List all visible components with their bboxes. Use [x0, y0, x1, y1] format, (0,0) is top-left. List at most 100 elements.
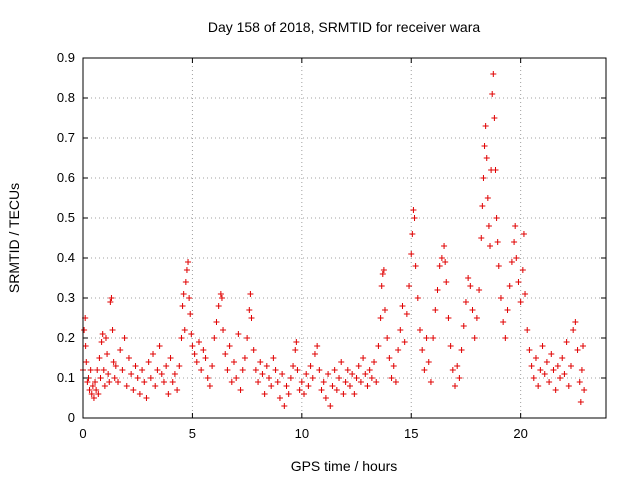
data-point-marker — [349, 371, 356, 377]
data-point-marker — [202, 355, 209, 361]
x-tick-label: 15 — [404, 426, 418, 441]
data-point-marker — [121, 335, 128, 341]
data-point-marker — [272, 367, 279, 373]
data-point-marker — [489, 91, 496, 97]
data-point-marker — [193, 359, 200, 365]
data-point-marker — [181, 327, 188, 333]
data-point-marker — [563, 339, 570, 345]
data-point-marker — [353, 375, 360, 381]
axes: 0 0.1 0.2 0.3 0.4 0.5 0.6 0.7 0.8 0.9 0 5 10 15 20 — [57, 50, 606, 441]
x-tick-label: 20 — [513, 426, 527, 441]
data-point-marker — [483, 155, 490, 161]
data-point-marker — [99, 331, 106, 337]
data-point-marker — [94, 367, 101, 373]
data-point-marker — [411, 215, 418, 221]
data-point-marker — [136, 391, 143, 397]
data-point-marker — [239, 367, 246, 373]
data-point-marker — [340, 391, 347, 397]
data-point-marker — [421, 367, 428, 373]
data-point-marker — [546, 379, 553, 385]
data-point-marker — [532, 355, 539, 361]
x-axis-title: GPS time / hours — [291, 458, 398, 474]
data-point-marker — [397, 327, 404, 333]
data-point-marker — [141, 379, 148, 385]
data-point-marker — [290, 363, 297, 369]
data-point-marker — [511, 239, 518, 245]
data-point-marker — [111, 375, 118, 381]
data-point-marker — [189, 343, 196, 349]
data-point-marker — [570, 327, 577, 333]
data-point-marker — [508, 259, 515, 265]
data-point-marker — [301, 391, 308, 397]
data-point-marker — [449, 367, 456, 373]
data-point-marker — [316, 367, 323, 373]
data-point-marker — [106, 379, 113, 385]
data-point-marker — [160, 379, 167, 385]
data-point-marker — [526, 347, 533, 353]
data-point-marker — [467, 283, 474, 289]
data-point-marker — [443, 279, 450, 285]
data-point-marker — [187, 311, 194, 317]
data-point-marker — [139, 367, 146, 373]
data-point-marker — [209, 363, 216, 369]
data-point-marker — [327, 403, 334, 409]
y-tick-label: 0.1 — [57, 370, 75, 385]
data-point-marker — [473, 315, 480, 321]
data-point-marker — [233, 375, 240, 381]
data-point-marker — [250, 347, 257, 353]
data-point-marker — [88, 391, 95, 397]
data-point-marker — [235, 331, 242, 337]
data-point-marker — [539, 343, 546, 349]
data-point-marker — [524, 327, 531, 333]
data-point-marker — [342, 379, 349, 385]
data-point-marker — [150, 351, 157, 357]
data-point-marker — [409, 231, 416, 237]
data-point-marker — [244, 335, 251, 341]
data-point-marker — [107, 299, 114, 305]
data-point-marker — [252, 367, 259, 373]
data-point-marker — [565, 383, 572, 389]
data-point-marker — [247, 291, 254, 297]
data-point-marker — [528, 363, 535, 369]
data-point-marker — [200, 347, 207, 353]
data-point-marker — [460, 323, 467, 329]
data-point-marker — [132, 363, 139, 369]
data-point-marker — [517, 299, 524, 305]
data-point-marker — [266, 375, 273, 381]
data-point-marker — [270, 355, 277, 361]
data-point-marker — [183, 267, 190, 273]
data-point-marker — [115, 379, 122, 385]
data-point-marker — [167, 355, 174, 361]
data-point-marker — [83, 359, 90, 365]
data-point-marker — [101, 383, 108, 389]
data-point-marker — [259, 371, 266, 377]
data-point-marker — [386, 355, 393, 361]
data-point-marker — [487, 243, 494, 249]
chart-title: Day 158 of 2018, SRMTID for receiver war… — [208, 19, 481, 35]
data-point-marker — [373, 379, 380, 385]
data-point-marker — [561, 371, 568, 377]
data-point-marker — [436, 263, 443, 269]
data-point-marker — [281, 403, 288, 409]
data-point-marker — [112, 363, 119, 369]
data-point-marker — [237, 387, 244, 393]
data-point-marker — [163, 363, 170, 369]
data-point-marker — [322, 395, 329, 401]
data-point-marker — [506, 283, 513, 289]
data-point-marker — [572, 319, 579, 325]
data-point-marker — [104, 351, 111, 357]
data-point-marker — [331, 367, 338, 373]
data-point-marker — [427, 379, 434, 385]
y-tick-label: 0 — [68, 410, 75, 425]
data-point-marker — [298, 379, 305, 385]
x-tick-label: 0 — [79, 426, 86, 441]
y-tick-label: 0.2 — [57, 330, 75, 345]
data-point-marker — [381, 307, 388, 313]
data-point-marker — [89, 383, 96, 389]
data-point-marker — [408, 251, 415, 257]
data-point-marker — [215, 303, 222, 309]
data-point-marker — [305, 383, 312, 389]
data-point-marker — [283, 383, 290, 389]
data-point-marker — [416, 327, 423, 333]
data-point-marker — [285, 391, 292, 397]
